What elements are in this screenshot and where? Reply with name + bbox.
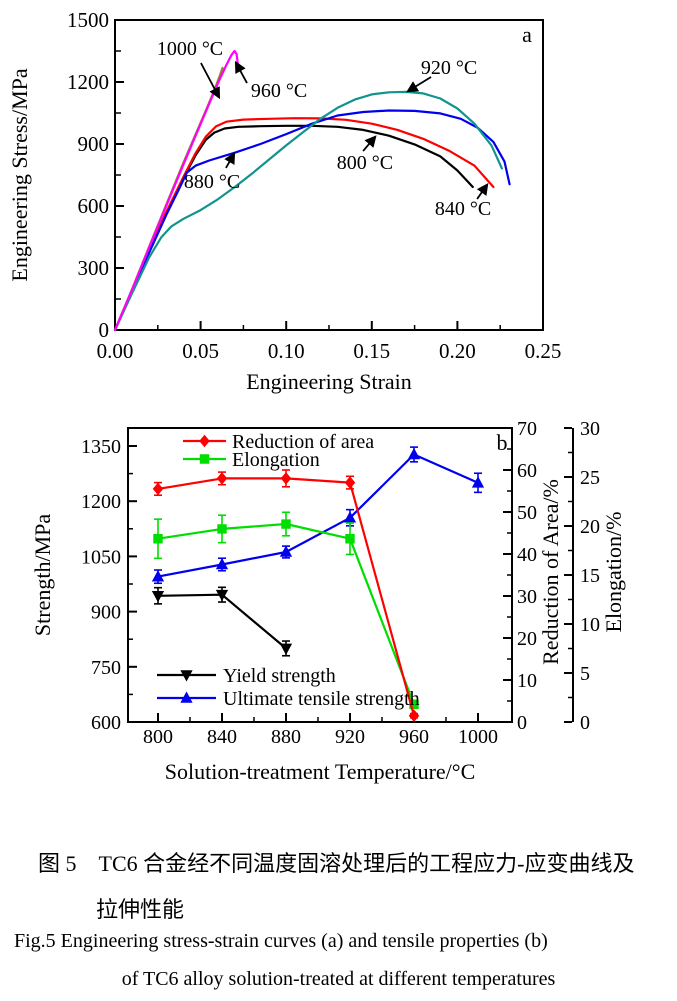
x-axis-title: Solution-treatment Temperature/°C — [165, 759, 476, 784]
series-line-Ultimate-tensile-strength — [157, 453, 479, 578]
x-tick-label: 0.20 — [439, 339, 476, 363]
x-tick-label: 0.05 — [182, 339, 219, 363]
el-tick-label: 20 — [580, 516, 600, 538]
x-tick-label: 840 — [207, 726, 237, 748]
left-tick-label: 600 — [91, 712, 121, 734]
marker-diamond — [408, 709, 420, 722]
marker-diamond — [344, 476, 356, 489]
left-axis-title: Strength/MPa — [30, 514, 55, 636]
x-tick-label: 0.10 — [268, 339, 305, 363]
caption-chinese-line1: 图 5 TC6 合金经不同温度固溶处理后的工程应力-应变曲线及 — [38, 851, 635, 876]
annotation-arrow — [224, 151, 236, 169]
x-tick-label: 0.00 — [97, 339, 134, 363]
marker-triangle-down — [279, 643, 293, 655]
x-tick-label: 800 — [143, 726, 173, 748]
curve-label: 800 °C — [337, 152, 393, 174]
legend-marker — [199, 434, 210, 448]
ra-tick-label: 20 — [517, 628, 537, 650]
ra-tick-label: 30 — [517, 586, 537, 608]
annotation-arrow — [200, 62, 221, 100]
x-tick-label: 920 — [335, 726, 365, 748]
x-tick-label: 0.25 — [525, 339, 562, 363]
caption-english-line1: Fig.5 Engineering stress-strain curves (… — [14, 930, 548, 952]
x-tick-label: 960 — [399, 726, 429, 748]
annotation-arrow — [476, 183, 489, 200]
ra-tick-label: 70 — [517, 418, 537, 440]
el-tick-label: 30 — [580, 418, 600, 440]
curve-880°C — [113, 109, 511, 332]
legend-label: Ultimate tensile strength — [223, 688, 420, 710]
annotation-arrow — [406, 76, 432, 93]
marker-diamond — [280, 472, 292, 485]
x-axis-title: Engineering Strain — [246, 369, 412, 394]
panel-label-b: b — [497, 430, 508, 455]
stress-strain-chart: 0 300 600 900 1200 1500 0.00 0.05 0.10 0.15 0.20 0.… — [7, 8, 562, 394]
x-tick-label: 880 — [271, 726, 301, 748]
caption-chinese-line2: 拉伸性能 — [96, 897, 185, 922]
ra-axis-title: Reduction of Area/% — [538, 479, 563, 665]
legend-label: Yield strength — [223, 665, 336, 687]
marker-square — [153, 534, 163, 544]
curve-label: 880 °C — [184, 171, 240, 193]
marker-square — [281, 519, 291, 529]
el-tick-label: 0 — [580, 712, 590, 734]
marker-triangle-up — [279, 545, 293, 557]
marker-triangle-down — [215, 589, 229, 602]
curve-960°C — [113, 49, 239, 332]
marker-triangle-up — [407, 447, 421, 460]
marker-square — [345, 534, 355, 544]
annotation-arrow — [234, 60, 248, 84]
marker-triangle-up — [215, 557, 229, 570]
y-tick-label: 1500 — [67, 8, 109, 32]
marker-triangle-down — [151, 590, 165, 603]
y-tick-label: 300 — [78, 256, 110, 280]
plot-frame — [127, 427, 513, 723]
y-tick-label: 600 — [78, 194, 110, 218]
marker-triangle-up — [151, 570, 165, 582]
panel-label-a: a — [522, 22, 532, 47]
y-axis-title: Engineering Stress/MPa — [7, 68, 32, 281]
ra-tick-label: 0 — [517, 712, 527, 734]
legend-marker — [180, 670, 193, 682]
marker-square — [217, 524, 227, 534]
y-tick-label: 900 — [78, 132, 110, 156]
y-tick-label: 0 — [99, 318, 110, 342]
el-tick-label: 5 — [580, 663, 590, 685]
plot-frame — [114, 19, 544, 331]
marker-diamond — [152, 482, 164, 496]
left-tick-label: 1050 — [81, 546, 121, 568]
left-tick-label: 1350 — [81, 436, 121, 458]
curve-label: 920 °C — [421, 57, 477, 79]
y-tick-label: 1200 — [67, 70, 109, 94]
marker-diamond — [216, 472, 228, 485]
left-tick-label: 750 — [91, 657, 121, 679]
x-tick-label: 1000 — [458, 726, 498, 748]
legend-marker — [199, 454, 210, 464]
curve-840°C — [113, 117, 495, 332]
legend-label: Elongation — [232, 449, 320, 471]
x-tick-label: 0.15 — [353, 339, 390, 363]
curve-920°C — [113, 90, 503, 332]
curve-label: 960 °C — [251, 80, 307, 102]
legend-marker — [180, 691, 193, 703]
left-tick-label: 1200 — [81, 491, 121, 513]
el-axis-title: Elongation/% — [601, 512, 626, 633]
curve-label: 840 °C — [435, 198, 491, 220]
ra-tick-label: 10 — [517, 670, 537, 692]
ra-tick-label: 60 — [517, 460, 537, 482]
ra-tick-label: 40 — [517, 544, 537, 566]
marker-triangle-up — [471, 476, 485, 488]
annotation-arrow — [362, 135, 377, 152]
left-tick-label: 900 — [91, 602, 121, 624]
el-tick-label: 25 — [580, 467, 600, 489]
el-tick-label: 10 — [580, 614, 600, 636]
ra-tick-label: 50 — [517, 502, 537, 524]
el-tick-label: 15 — [580, 565, 600, 587]
legend-label: Reduction of area — [232, 431, 374, 453]
marker-triangle-up — [343, 511, 357, 523]
caption-english-line2: of TC6 alloy solution-treated at differe… — [121, 968, 556, 990]
curve-label: 1000 °C — [157, 38, 223, 60]
